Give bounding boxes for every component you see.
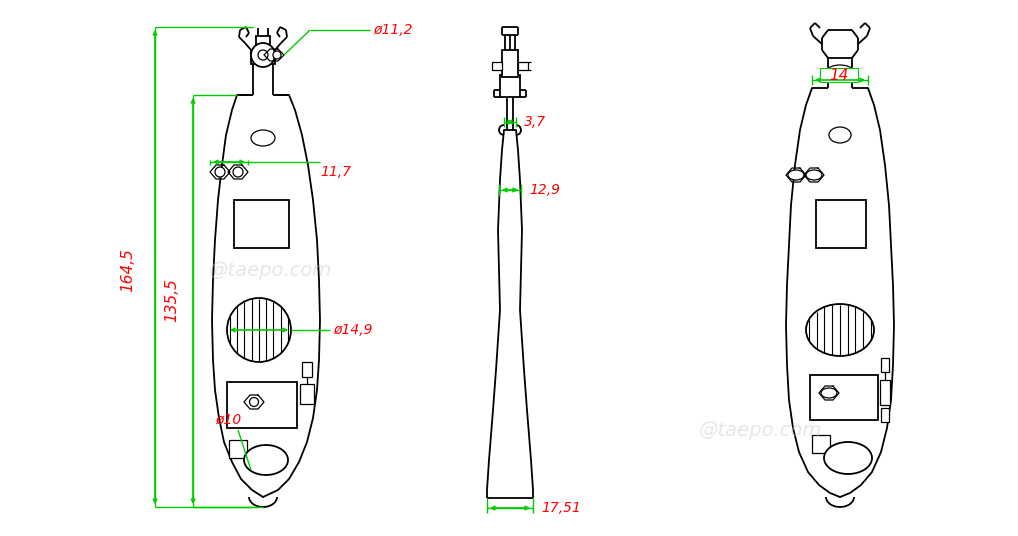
Bar — [880, 380, 890, 405]
Ellipse shape — [251, 130, 275, 146]
Circle shape — [273, 51, 281, 59]
Bar — [518, 62, 528, 70]
Polygon shape — [244, 395, 264, 409]
Text: @taepo.com: @taepo.com — [209, 260, 332, 279]
Bar — [256, 36, 270, 52]
Bar — [500, 75, 520, 97]
Bar — [812, 435, 830, 453]
Circle shape — [227, 298, 291, 362]
Text: @taepo.com: @taepo.com — [698, 421, 822, 440]
Bar — [881, 358, 889, 372]
Polygon shape — [804, 168, 824, 182]
Ellipse shape — [828, 65, 852, 75]
Text: 11,7: 11,7 — [320, 165, 351, 179]
Bar — [302, 362, 312, 377]
Bar — [300, 384, 314, 404]
Bar — [502, 50, 518, 77]
Bar — [234, 200, 289, 248]
Bar — [810, 375, 878, 420]
Polygon shape — [210, 165, 230, 179]
Circle shape — [249, 398, 259, 406]
Bar — [881, 408, 889, 422]
Bar — [816, 200, 866, 248]
Circle shape — [251, 43, 275, 67]
Text: 164,5: 164,5 — [120, 248, 135, 292]
Text: ø14,9: ø14,9 — [333, 323, 373, 337]
Bar — [227, 382, 297, 428]
Circle shape — [233, 167, 243, 177]
Bar — [251, 50, 275, 64]
Text: 3,7: 3,7 — [524, 115, 546, 129]
Circle shape — [215, 167, 225, 177]
Ellipse shape — [806, 170, 822, 180]
Text: 14: 14 — [830, 68, 849, 83]
Polygon shape — [786, 168, 806, 182]
Text: 17,51: 17,51 — [541, 501, 581, 515]
Circle shape — [258, 50, 268, 60]
Bar — [229, 440, 247, 458]
Ellipse shape — [806, 304, 874, 356]
Ellipse shape — [244, 445, 288, 475]
Ellipse shape — [824, 442, 872, 474]
Text: ø11,2: ø11,2 — [373, 23, 412, 37]
Ellipse shape — [821, 388, 837, 398]
Text: 135,5: 135,5 — [165, 278, 179, 322]
Polygon shape — [264, 49, 284, 61]
Bar — [492, 62, 502, 70]
Bar — [821, 68, 858, 82]
Polygon shape — [228, 165, 248, 179]
Ellipse shape — [788, 170, 804, 180]
Polygon shape — [819, 386, 839, 400]
Ellipse shape — [829, 127, 851, 143]
Text: 12,9: 12,9 — [529, 183, 560, 197]
Text: ø10: ø10 — [215, 413, 241, 427]
